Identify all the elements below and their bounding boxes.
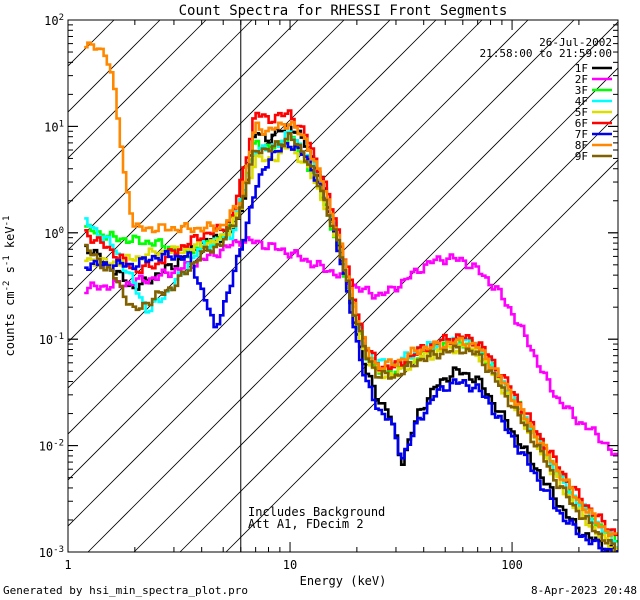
- annotation-line-2: Att A1, FDecim 2: [248, 517, 364, 531]
- series-line-7F: [84, 142, 618, 552]
- legend-label-1F: 1F: [575, 62, 588, 75]
- series-line-2F: [84, 236, 618, 456]
- legend-label-2F: 2F: [575, 73, 588, 86]
- legend-label-7F: 7F: [575, 128, 588, 141]
- y-tick-label: 10-1: [39, 332, 64, 347]
- footer-timestamp: 8-Apr-2023 20:48: [531, 584, 637, 597]
- annotation-line-1: Includes Background: [248, 505, 385, 519]
- legend-label-3F: 3F: [575, 84, 588, 97]
- y-tick-label: 10-2: [39, 439, 64, 454]
- footer-generator: Generated by hsi_min_spectra_plot.pro: [3, 584, 248, 597]
- y-tick-label: 10-3: [39, 545, 64, 560]
- y-tick-label: 101: [44, 119, 64, 134]
- time-range-label: 21:58:00 to 21:59:00: [480, 47, 612, 60]
- series-line-1F: [84, 123, 618, 552]
- plot-frame: [67, 19, 619, 553]
- x-tick-label: 10: [283, 558, 297, 572]
- legend-label-6F: 6F: [575, 117, 588, 130]
- y-axis-label: counts cm-2 s-1 keV-1: [2, 216, 17, 357]
- series-line-9F: [84, 132, 618, 552]
- x-tick-label: 1: [64, 558, 71, 572]
- chart-title: Count Spectra for RHESSI Front Segments: [179, 3, 508, 19]
- legend-label-5F: 5F: [575, 106, 588, 119]
- legend-label-9F: 9F: [575, 150, 588, 163]
- y-tick-label: 102: [44, 13, 64, 28]
- y-tick-label: 100: [44, 226, 64, 241]
- x-axis-label: Energy (keV): [300, 574, 387, 588]
- series-line-5F: [84, 145, 618, 552]
- date-label: 26-Jul-2002: [539, 36, 612, 49]
- legend-label-8F: 8F: [575, 139, 588, 152]
- x-tick-label: 100: [501, 558, 523, 572]
- legend-label-4F: 4F: [575, 95, 588, 108]
